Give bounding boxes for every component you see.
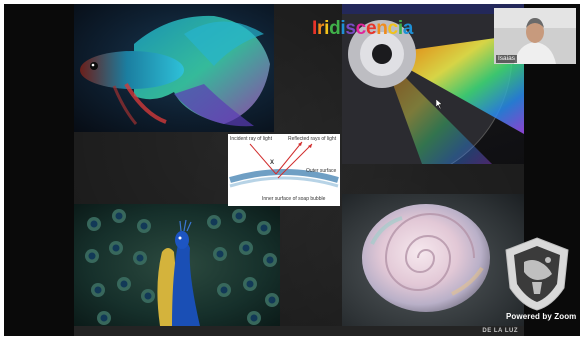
title-letter: a [402,18,414,39]
soap-bubble-diagram: Incident ray of light Reflected rays of … [228,134,340,206]
diagram-inner-label: Inner surface of soap bubble [262,196,326,202]
unam-crest-icon [502,236,572,312]
title-letter: c [355,18,367,39]
title-letter: e [365,18,377,39]
shared-slide: Incident ray of light Reflected rays of … [74,4,524,336]
title-letter: d [329,18,341,39]
title-letter: c [387,18,399,39]
title-letter: i [324,18,330,39]
zoom-window: Incident ray of light Reflected rays of … [4,4,580,336]
diagram-incident-label: Incident ray of light [230,136,272,142]
powered-by-label: Powered by Zoom [506,312,577,321]
peacock-image [74,204,280,326]
title-letter: i [397,18,403,39]
slide-bottom-bar: DE LA LUZ [74,326,524,336]
diagram-outer-label: Outer surface [306,168,337,174]
pointer-cursor-icon [435,96,444,110]
slide-bottom-text: DE LA LUZ [482,328,518,334]
title-letter: r [316,18,325,39]
diagram-reflected-label: Reflected rays of light [288,136,337,142]
title-letter: s [345,18,356,39]
slide-title: Iridiscencia [312,18,413,40]
title-letter: I [312,18,317,39]
participant-video[interactable]: Isaias [494,8,576,64]
slide-top-bar [342,4,524,14]
cd-iridescence-image [342,14,524,164]
diagram-point-label: X [270,160,275,166]
title-letter: n [376,18,388,39]
betta-fish-image [74,4,274,132]
participant-name: Isaias [496,55,517,63]
ammonite-shell-image [342,194,524,326]
title-letter: i [340,18,346,39]
